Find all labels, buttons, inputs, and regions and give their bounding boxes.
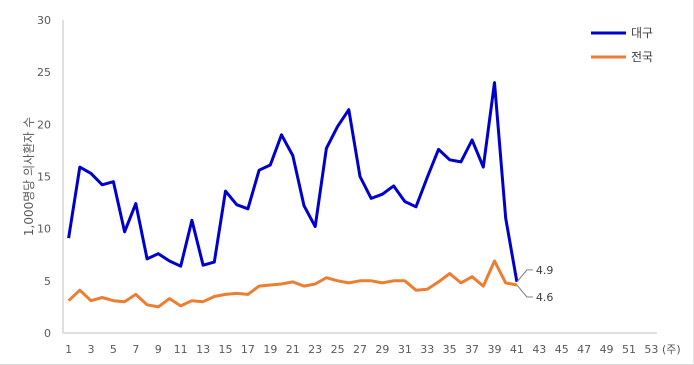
x-tick-label: 15 [219, 343, 233, 356]
x-tick-label: 3 [88, 343, 95, 356]
x-tick-label: 31 [398, 343, 412, 356]
x-tick-labels: 1 3 5 7 9 11 13 15 17 19 21 23 25 27 29 31 33 35 37 39 41 43 4… [65, 343, 658, 356]
x-tick-label: 13 [196, 343, 210, 356]
axes [62, 20, 657, 334]
x-tick-label: 49 [600, 343, 614, 356]
y-axis-label: 1,000명당 의사환자 수 [22, 117, 36, 236]
x-tick-label: 33 [420, 343, 434, 356]
x-tick-label: 53 [644, 343, 658, 356]
x-axis-unit-label: (주) [662, 343, 681, 356]
x-tick-label: 43 [532, 343, 546, 356]
x-tick-label: 51 [622, 343, 636, 356]
x-tick-label: 5 [110, 343, 117, 356]
series-line-national [67, 259, 518, 309]
x-tick-label: 21 [286, 343, 300, 356]
x-tick-label: 39 [487, 343, 501, 356]
annotation-leader-line [516, 284, 533, 298]
x-tick-label: 11 [174, 343, 188, 356]
x-tick-label: 47 [577, 343, 591, 356]
x-tick-label: 9 [155, 343, 162, 356]
annotations: 4.9 4.6 [516, 264, 554, 304]
x-tick-label: 19 [263, 343, 277, 356]
legend-label: 대구 [631, 26, 653, 40]
y-tick-label: 25 [37, 66, 51, 79]
x-tick-label: 35 [443, 343, 457, 356]
x-tick-label: 37 [465, 343, 479, 356]
series-line-daegu [67, 81, 519, 283]
x-tick-label: 17 [241, 343, 255, 356]
legend-label: 전국 [631, 50, 653, 64]
y-tick-label: 15 [37, 171, 51, 184]
y-tick-label: 5 [44, 275, 51, 288]
x-tick-label: 45 [555, 343, 569, 356]
x-tick-label: 23 [308, 343, 322, 356]
x-tick-label: 41 [510, 343, 524, 356]
y-tick-label: 0 [44, 327, 51, 340]
y-tick-label: 20 [37, 118, 51, 131]
data-label: 4.9 [536, 264, 554, 277]
annotation-leader-line [516, 269, 533, 283]
x-tick-label: 29 [375, 343, 389, 356]
series-lines [67, 81, 519, 309]
data-label: 4.6 [536, 291, 554, 304]
x-tick-label: 27 [353, 343, 367, 356]
y-tick-labels: 0 5 10 15 20 25 30 [37, 14, 51, 340]
y-tick-label: 10 [37, 223, 51, 236]
x-tick-label: 25 [331, 343, 345, 356]
x-tick-label: 7 [132, 343, 139, 356]
y-tick-label: 30 [37, 14, 51, 27]
x-tick-label: 1 [65, 343, 72, 356]
